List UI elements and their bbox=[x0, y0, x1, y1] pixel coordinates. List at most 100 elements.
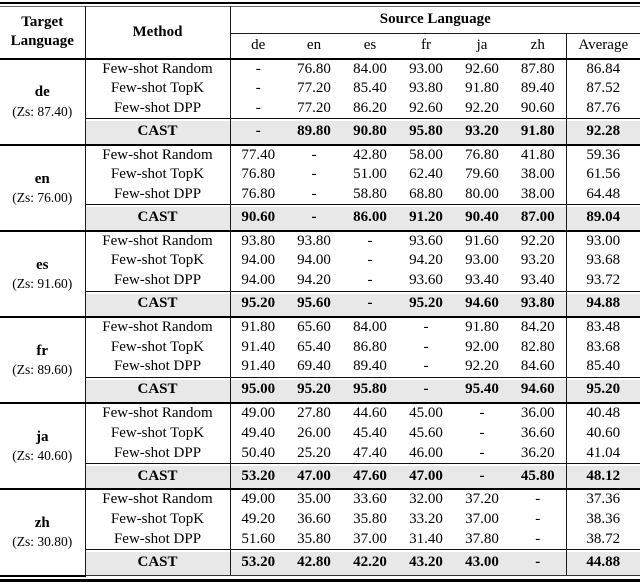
score-cell: 93.60 bbox=[409, 272, 443, 289]
score-cell: 92.00 bbox=[465, 338, 499, 355]
average-cell: 93.00 bbox=[586, 232, 621, 249]
average-cell: 85.40 bbox=[586, 358, 621, 375]
score-cell: 49.00 bbox=[241, 491, 276, 508]
cast-method-cell: CAST bbox=[85, 204, 231, 232]
cast-score-cell: - bbox=[230, 118, 286, 146]
cast-average-cell: 95.20 bbox=[566, 376, 640, 405]
target-language-code: ja bbox=[36, 429, 49, 446]
score-cell: 92.60 bbox=[409, 99, 443, 116]
score-cell: 49.00 bbox=[241, 405, 276, 422]
method-name-cell: Few-shot DPP bbox=[85, 98, 231, 119]
cast-score-cell: 95.80 bbox=[398, 118, 454, 146]
method-row: fr (Zs: 89.60) Few-shot Random 91.80 65.60 84… bbox=[0, 317, 640, 405]
zero-shot-score: (Zs: 76.00) bbox=[12, 189, 73, 205]
score-cell: 93.80 bbox=[409, 80, 443, 97]
score-cell: 35.80 bbox=[297, 530, 331, 547]
cast-score-cell: 95.20 bbox=[230, 290, 286, 319]
target-language-code: zh bbox=[34, 515, 50, 532]
score-cell: 84.00 bbox=[353, 319, 387, 336]
score-cell: 77.40 bbox=[241, 146, 276, 163]
cast-row: CAST 53.20 42.80 42.20 43.20 43.00-44.88 bbox=[0, 549, 640, 577]
col-header-es: es bbox=[342, 33, 398, 60]
cast-score-cell: 91.20 bbox=[398, 204, 454, 232]
score-cell: 36.20 bbox=[510, 443, 567, 464]
score-cell: 77.20 bbox=[297, 99, 331, 116]
method-name-cell: Few-shot Random bbox=[85, 317, 231, 338]
method-row: Few-shot TopK 49.40 26.00 45.40 45.60 - 36.60 4… bbox=[0, 423, 640, 444]
score-cell: - bbox=[311, 186, 317, 203]
score-cell: 91.40 bbox=[241, 338, 276, 355]
cast-score-cell: - bbox=[286, 204, 342, 232]
target-language-code: es bbox=[36, 256, 49, 273]
score-cell: 42.80 bbox=[353, 146, 387, 163]
cast-score-cell: 89.80 bbox=[286, 118, 342, 146]
score-cell: 92.20 bbox=[465, 358, 499, 375]
average-cell: 37.36 bbox=[586, 491, 621, 508]
target-header-line1: Target bbox=[21, 14, 64, 31]
score-cell: 93.00 bbox=[409, 60, 443, 77]
score-cell: 32.00 bbox=[409, 491, 443, 508]
average-cell: 38.72 bbox=[586, 530, 621, 547]
cast-average-cell: 89.04 bbox=[566, 204, 640, 232]
score-cell: 44.60 bbox=[353, 405, 387, 422]
score-cell: 93.20 bbox=[510, 251, 567, 272]
cast-method-cell: CAST bbox=[85, 462, 231, 491]
method-row: zh (Zs: 30.80) Few-shot Random 49.00 35.00 33… bbox=[0, 489, 640, 577]
score-cell: 35.80 bbox=[353, 511, 387, 528]
col-header-source-language: Source Language bbox=[230, 6, 640, 34]
cast-score-cell: - bbox=[454, 462, 510, 491]
target-language-cell: fr (Zs: 89.60) bbox=[0, 317, 86, 405]
cast-average-cell: 94.88 bbox=[566, 290, 640, 319]
score-cell: 91.80 bbox=[465, 319, 499, 336]
score-cell: 38.00 bbox=[510, 184, 567, 205]
score-cell: 68.80 bbox=[409, 186, 443, 203]
score-cell: 47.40 bbox=[353, 444, 387, 461]
score-cell: 94.20 bbox=[409, 252, 443, 269]
score-cell: 92.20 bbox=[465, 99, 499, 116]
score-cell: - bbox=[311, 146, 317, 163]
score-cell: 49.40 bbox=[241, 424, 276, 441]
header-row-languages: de en es fr ja zh Average bbox=[0, 33, 640, 60]
method-name-cell: Few-shot Random bbox=[85, 489, 231, 510]
target-header-line2: Language bbox=[10, 33, 74, 50]
score-cell: - bbox=[255, 60, 261, 77]
cast-average-cell: 48.12 bbox=[566, 462, 640, 491]
cast-score-cell: 91.80 bbox=[510, 118, 567, 146]
score-cell: 84.60 bbox=[510, 357, 567, 378]
score-cell: 45.00 bbox=[409, 405, 443, 422]
cast-row: CAST 53.20 47.00 47.60 47.00-45.80 48.12 bbox=[0, 462, 640, 491]
score-cell: 38.00 bbox=[510, 164, 567, 185]
score-cell: 86.80 bbox=[353, 338, 387, 355]
score-cell: 65.60 bbox=[297, 319, 331, 336]
method-row: Few-shot DPP - 77.20 86.20 92.60 92.20 90.60 87… bbox=[0, 98, 640, 119]
score-cell: 93.80 bbox=[297, 232, 331, 249]
cast-score-cell: 47.60 bbox=[342, 462, 398, 491]
average-cell: 87.76 bbox=[586, 99, 621, 116]
col-header-method: Method bbox=[85, 6, 231, 60]
method-name-cell: Few-shot Random bbox=[85, 230, 231, 252]
score-cell: 76.80 bbox=[297, 60, 331, 77]
score-cell: 37.20 bbox=[465, 491, 499, 508]
method-row: Few-shot DPP 51.60 35.80 37.00 31.40 37.80- 38… bbox=[0, 529, 640, 550]
col-header-fr: fr bbox=[398, 33, 454, 60]
score-cell: - bbox=[367, 252, 373, 269]
cast-score-cell: 95.20 bbox=[286, 376, 342, 405]
cast-method-cell: CAST bbox=[85, 290, 231, 319]
score-cell: - bbox=[311, 166, 317, 183]
score-cell: 45.40 bbox=[353, 424, 387, 441]
score-cell: 36.60 bbox=[297, 511, 331, 528]
average-cell: 93.72 bbox=[586, 272, 621, 289]
score-cell: 33.60 bbox=[353, 491, 387, 508]
cast-score-cell: 93.80 bbox=[510, 290, 567, 319]
average-cell: 86.84 bbox=[586, 60, 621, 77]
score-cell: 86.20 bbox=[353, 99, 387, 116]
method-name-cell: Few-shot TopK bbox=[85, 164, 231, 185]
cast-score-cell: 53.20 bbox=[230, 462, 286, 491]
cast-score-cell: 53.20 bbox=[230, 549, 286, 577]
cast-score-cell: - bbox=[342, 290, 398, 319]
score-cell: - bbox=[423, 358, 429, 375]
score-cell: 76.80 bbox=[465, 146, 499, 163]
cast-score-cell: 42.20 bbox=[342, 549, 398, 577]
average-cell: 93.68 bbox=[586, 252, 621, 269]
col-header-target-language: Target Language bbox=[0, 6, 86, 60]
